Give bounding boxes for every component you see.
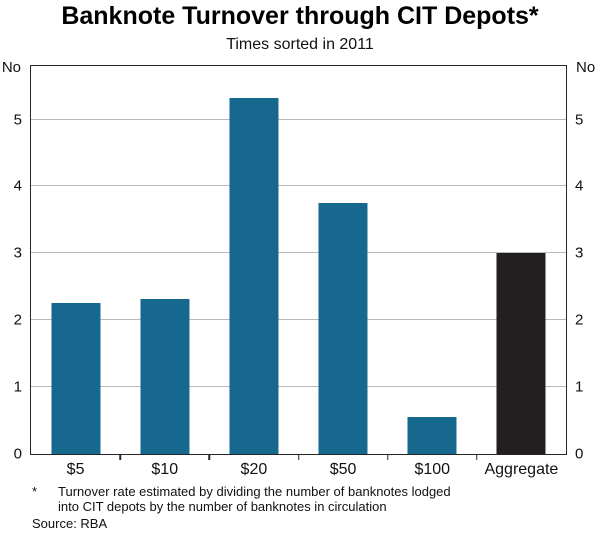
y-tick-label: 2 <box>13 311 22 329</box>
bar-50 <box>318 203 368 454</box>
x-category-label: Aggregate <box>484 461 559 478</box>
y-axis-left: 0 1 2 3 4 5 <box>5 66 31 462</box>
footnote-line-1: Turnover rate estimated by dividing the … <box>58 484 451 499</box>
plot-area <box>31 66 566 454</box>
y-tick-label: 1 <box>575 378 584 396</box>
y-tick-label: 4 <box>13 177 22 195</box>
bar-10 <box>140 298 190 454</box>
x-axis: $5 $10 $20 $50 $100 Aggregate <box>31 454 566 486</box>
y-tick-label: 1 <box>13 378 22 396</box>
bar-chart: No No 0 1 2 3 4 5 0 1 2 3 4 5 $5 $10 $20 $50 $100 Aggre… <box>2 59 595 478</box>
x-axis-tick <box>208 454 211 460</box>
gridline <box>31 118 566 120</box>
gridline <box>31 185 566 187</box>
footnote-text: Turnover rate estimated by dividing the … <box>58 484 451 514</box>
y-tick-label: 5 <box>575 111 584 129</box>
y-axis-unit-right: No <box>576 59 596 76</box>
footnote: * Turnover rate estimated by dividing th… <box>32 484 572 514</box>
y-axis-right: 0 1 2 3 4 5 <box>566 66 592 462</box>
bar-5 <box>51 303 101 454</box>
x-category-label: $10 <box>151 461 179 478</box>
y-axis-unit-left: No <box>1 59 21 76</box>
gridline <box>31 386 566 388</box>
source-note: Source: RBA <box>32 516 108 531</box>
x-category-label: $100 <box>414 461 451 478</box>
y-tick-label: 0 <box>13 445 22 463</box>
y-tick-label: 4 <box>575 177 584 195</box>
x-axis-tick <box>386 454 389 460</box>
y-tick-label: 5 <box>13 111 22 129</box>
gridline <box>31 252 566 254</box>
x-category-label: $50 <box>329 461 357 478</box>
x-axis-tick <box>119 454 121 460</box>
footnote-marker: * <box>32 484 38 499</box>
y-tick-label: 0 <box>575 445 584 463</box>
chart-subtitle: Times sorted in 2011 <box>226 36 374 53</box>
x-category-label: $20 <box>240 461 268 478</box>
x-axis-tick <box>297 454 300 460</box>
x-category-label: $5 <box>66 461 85 478</box>
bar-20 <box>229 98 279 454</box>
bar-aggregate <box>496 253 546 454</box>
bar-100 <box>407 417 457 454</box>
y-tick-label: 3 <box>575 244 584 262</box>
chart-title: Banknote Turnover through CIT Depots* <box>61 2 539 30</box>
y-tick-label: 3 <box>13 244 22 262</box>
gridline <box>31 319 566 321</box>
footnote-line-2: into CIT depots by the number of banknot… <box>58 499 387 514</box>
y-tick-label: 2 <box>575 311 584 329</box>
x-axis-tick <box>476 454 478 460</box>
